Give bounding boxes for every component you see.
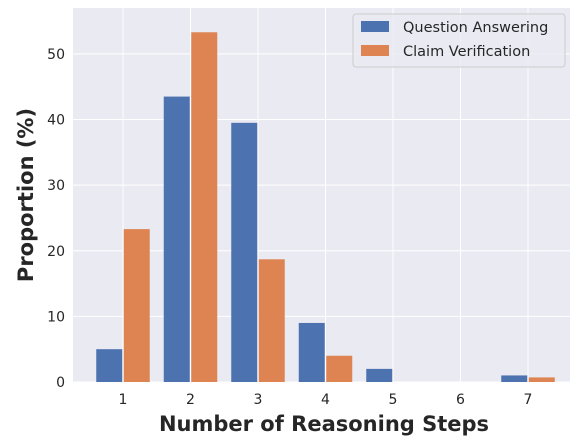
bar-question-answering-7 <box>501 375 528 382</box>
x-tick-label: 1 <box>119 392 128 408</box>
bar-question-answering-3 <box>231 122 258 383</box>
x-tick-label: 2 <box>186 392 195 408</box>
x-tick-label: 5 <box>389 392 398 408</box>
y-tick-label: 10 <box>47 309 65 325</box>
bar-claim-verification-4 <box>326 355 353 382</box>
y-axis-label: Proportion (%) <box>14 108 38 282</box>
legend: Question Answering Claim Verification <box>352 13 566 68</box>
x-tick-label: 7 <box>524 392 533 408</box>
legend-frame <box>352 13 566 68</box>
plot-area <box>73 8 570 382</box>
bar-question-answering-2 <box>163 96 190 382</box>
y-tick-label: 0 <box>56 375 65 391</box>
bar-claim-verification-2 <box>191 32 218 382</box>
bar-question-answering-4 <box>298 322 325 382</box>
x-tick-label: 6 <box>456 392 465 408</box>
x-tick-label: 4 <box>321 392 330 408</box>
bar-question-answering-5 <box>366 368 393 382</box>
x-tick-labels: 1 2 3 4 5 6 7 <box>119 392 533 408</box>
y-tick-label: 50 <box>47 47 65 63</box>
bar-claim-verification-1 <box>123 229 150 382</box>
x-tick-label: 3 <box>254 392 263 408</box>
y-tick-label: 40 <box>47 113 65 129</box>
legend-label-claim-verification: Claim Verification <box>403 44 530 60</box>
bar-claim-verification-7 <box>528 377 555 382</box>
grid-lines <box>73 8 570 383</box>
legend-swatch-claim-verification <box>361 45 389 56</box>
y-tick-labels: 0 10 20 30 40 50 <box>47 47 65 391</box>
y-tick-label: 20 <box>47 244 65 260</box>
x-axis-label: Number of Reasoning Steps <box>159 412 489 436</box>
bars <box>96 32 555 383</box>
y-tick-label: 30 <box>47 178 65 194</box>
bar-claim-verification-3 <box>258 259 285 382</box>
legend-label-question-answering: Question Answering <box>403 20 548 36</box>
bar-question-answering-1 <box>96 349 123 382</box>
legend-swatch-question-answering <box>361 21 389 32</box>
